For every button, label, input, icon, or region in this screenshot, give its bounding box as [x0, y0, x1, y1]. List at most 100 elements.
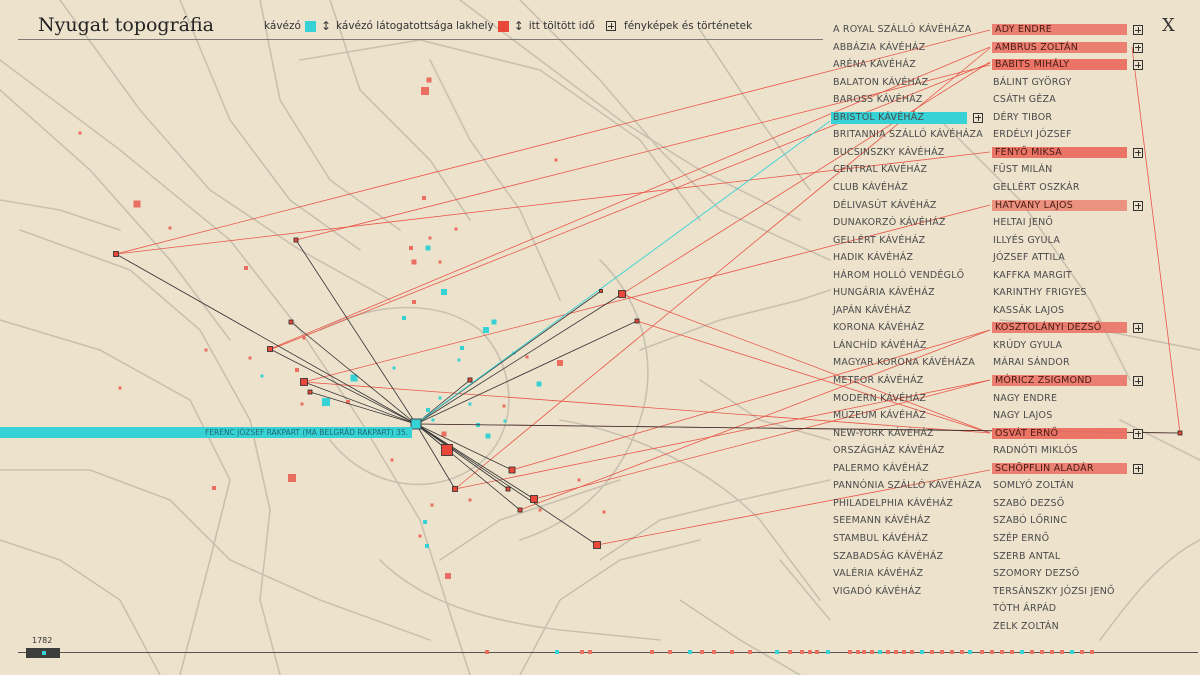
location-marker: [457, 358, 461, 362]
person-item[interactable]: JÓZSEF ATTILA: [993, 252, 1065, 264]
person-item[interactable]: HATVANY LAJOS: [995, 199, 1073, 211]
cafe-item[interactable]: BRITANNIA SZÁLLÓ KÁVÉHÁZA: [833, 129, 983, 141]
person-item[interactable]: CSÁTH GÉZA: [993, 94, 1056, 106]
cafe-item[interactable]: KORONA KÁVÉHÁZ: [833, 322, 925, 334]
cafe-item[interactable]: JAPÁN KÁVÉHÁZ: [833, 304, 912, 316]
street-line: [0, 89, 231, 341]
cafe-item[interactable]: METEOR KÁVÉHÁZ: [833, 375, 924, 386]
person-item[interactable]: KRÚDY GYULA: [993, 339, 1063, 351]
timeline-tick: [700, 650, 704, 654]
person-item[interactable]: SOMLYÓ ZOLTÁN: [993, 480, 1074, 492]
photos-plus-icon[interactable]: [1133, 463, 1143, 474]
cafe-item[interactable]: DUNAKORZÓ KÁVÉHÁZ: [833, 217, 946, 229]
cafe-item[interactable]: PANNÓNIA SZÁLLÓ KÁVÉHÁZA: [833, 480, 982, 492]
photos-plus-icon[interactable]: [1133, 60, 1143, 71]
cafe-item[interactable]: MODERN KÁVÉHÁZ: [833, 392, 927, 404]
location-marker: [402, 316, 406, 320]
street-line: [699, 29, 811, 191]
person-item[interactable]: KOSZTOLÁNYI DEZSŐ: [995, 322, 1102, 334]
size-arrow-icon: ↕: [320, 19, 332, 33]
visit-link: [415, 320, 638, 425]
timeline-tick: [1020, 650, 1024, 654]
cafe-item[interactable]: VALÉRIA KÁVÉHÁZ: [833, 568, 924, 580]
person-item[interactable]: RADNÓTI MIKLÓS: [993, 445, 1078, 457]
person-item[interactable]: SCHÖPFLIN ALADÁR: [995, 462, 1094, 474]
timeline-handle[interactable]: [26, 648, 60, 658]
person-item[interactable]: BÁLINT GYÖRGY: [993, 76, 1072, 88]
cafe-item[interactable]: SEEMANN KÁVÉHÁZ: [833, 515, 931, 527]
photos-plus-icon[interactable]: [1133, 323, 1143, 334]
person-item[interactable]: NAGY ENDRE: [993, 392, 1058, 404]
person-item[interactable]: KARINTHY FRIGYES: [993, 287, 1087, 299]
person-item[interactable]: KAFFKA MARGIT: [993, 269, 1072, 281]
photos-plus-icon[interactable]: [973, 112, 983, 123]
person-item[interactable]: ILLYÉS GYULA: [993, 234, 1061, 246]
cafe-item[interactable]: DÉLIVASÚT KÁVÉHÁZ: [833, 199, 937, 211]
person-item[interactable]: ERDÉLYI JÓZSEF: [993, 129, 1072, 141]
person-item[interactable]: BABITS MIHÁLY: [995, 59, 1070, 71]
cafe-item[interactable]: BAROSS KÁVÉHÁZ: [833, 94, 923, 106]
person-item[interactable]: SZOMORY DEZSŐ: [993, 568, 1080, 580]
street-line: [259, 0, 401, 231]
person-item[interactable]: ZELK ZOLTÁN: [993, 620, 1059, 632]
person-item[interactable]: SZABÓ LŐRINC: [993, 515, 1068, 527]
residence-node: [517, 507, 523, 513]
cafe-item[interactable]: ARÉNA KÁVÉHÁZ: [833, 59, 916, 71]
person-item[interactable]: ADY ENDRE: [995, 24, 1052, 35]
person-item[interactable]: SZABÓ DEZSŐ: [993, 497, 1065, 509]
person-item[interactable]: AMBRUS ZOLTÁN: [995, 41, 1079, 53]
cafe-item[interactable]: GELLÉRT KÁVÉHÁZ: [833, 234, 926, 246]
photos-plus-icon[interactable]: [1133, 376, 1143, 386]
person-item[interactable]: KASSÁK LAJOS: [993, 304, 1065, 316]
cafe-item[interactable]: VIGADÓ KÁVÉHÁZ: [833, 585, 922, 597]
photos-plus-icon[interactable]: [1133, 25, 1143, 35]
cafe-item[interactable]: PHILADELPHIA KÁVÉHÁZ: [833, 497, 954, 509]
cafe-item[interactable]: MAGYAR KORONA KÁVÉHÁZA: [833, 357, 975, 369]
cafe-item[interactable]: NEW-YORK KÁVÉHÁZ: [833, 427, 934, 439]
person-item[interactable]: MÓRICZ ZSIGMOND: [995, 375, 1093, 386]
cafe-item[interactable]: A ROYAL SZÁLLÓ KÁVÉHÁZA: [833, 24, 972, 35]
location-marker: [525, 355, 529, 359]
residence-link: [271, 62, 991, 350]
cafe-item[interactable]: HUNGÁRIA KÁVÉHÁZ: [833, 287, 935, 299]
person-item[interactable]: HELTAI JENŐ: [993, 217, 1054, 229]
person-item[interactable]: TÓTH ÁRPÁD: [993, 603, 1057, 615]
cafe-item[interactable]: BALATON KÁVÉHÁZ: [833, 76, 929, 88]
location-marker: [212, 486, 216, 490]
close-button[interactable]: X: [1162, 15, 1175, 36]
person-item[interactable]: MÁRAI SÁNDOR: [993, 357, 1070, 369]
cafe-item[interactable]: ABBÁZIA KÁVÉHÁZ: [833, 41, 926, 53]
person-item[interactable]: SZERB ANTAL: [993, 550, 1061, 562]
person-item[interactable]: FÜST MILÁN: [993, 164, 1053, 176]
timeline-tick: [848, 650, 852, 654]
cafe-item[interactable]: CENTRAL KÁVÉHÁZ: [833, 164, 928, 176]
person-item[interactable]: DÉRY TIBOR: [993, 111, 1053, 123]
cafe-item[interactable]: PALERMO KÁVÉHÁZ: [833, 462, 929, 474]
cafe-item[interactable]: LÁNCHÍD KÁVÉHÁZ: [833, 339, 927, 351]
person-item[interactable]: TERSÁNSZKY JÓZSI JENŐ: [993, 585, 1115, 597]
header-divider: [18, 39, 823, 40]
location-marker: [244, 266, 248, 270]
photos-plus-icon[interactable]: [1133, 147, 1143, 158]
person-item[interactable]: NAGY LAJOS: [993, 410, 1053, 422]
person-item[interactable]: FENYŐ MIKSA: [995, 146, 1063, 158]
photos-plus-icon[interactable]: [1133, 428, 1143, 439]
person-item[interactable]: GELLÉRT OSZKÁR: [993, 181, 1080, 193]
photos-plus-icon[interactable]: [1133, 200, 1143, 211]
photos-plus-icon[interactable]: [1133, 42, 1143, 53]
cafe-item[interactable]: HADIK KÁVÉHÁZ: [833, 252, 914, 264]
address-label: FERENC JÓZSEF RAKPART (MA BELGRÁD RAKPAR…: [0, 427, 412, 438]
cafe-item[interactable]: ORSZÁGHÁZ KÁVÉHÁZ: [833, 445, 945, 457]
timeline-track[interactable]: [18, 652, 1198, 653]
cafe-item[interactable]: STAMBUL KÁVÉHÁZ: [833, 532, 929, 544]
cafe-item[interactable]: MÚZEUM KÁVÉHÁZ: [833, 410, 927, 422]
cafe-item[interactable]: CLUB KÁVÉHÁZ: [833, 181, 908, 193]
cafe-item[interactable]: HÁROM HOLLÓ VENDÉGLŐ: [833, 269, 965, 281]
cafe-item[interactable]: BRISTOL KÁVÉHÁZ: [831, 111, 967, 124]
person-item[interactable]: SZÉP ERNŐ: [993, 532, 1050, 544]
person-item[interactable]: OSVÁT ERNŐ: [995, 427, 1059, 439]
cafe-item[interactable]: SZABADSÁG KÁVÉHÁZ: [833, 550, 944, 562]
cafe-item[interactable]: BUCSINSZKY KÁVÉHÁZ: [833, 146, 945, 158]
street-line: [459, 0, 801, 221]
